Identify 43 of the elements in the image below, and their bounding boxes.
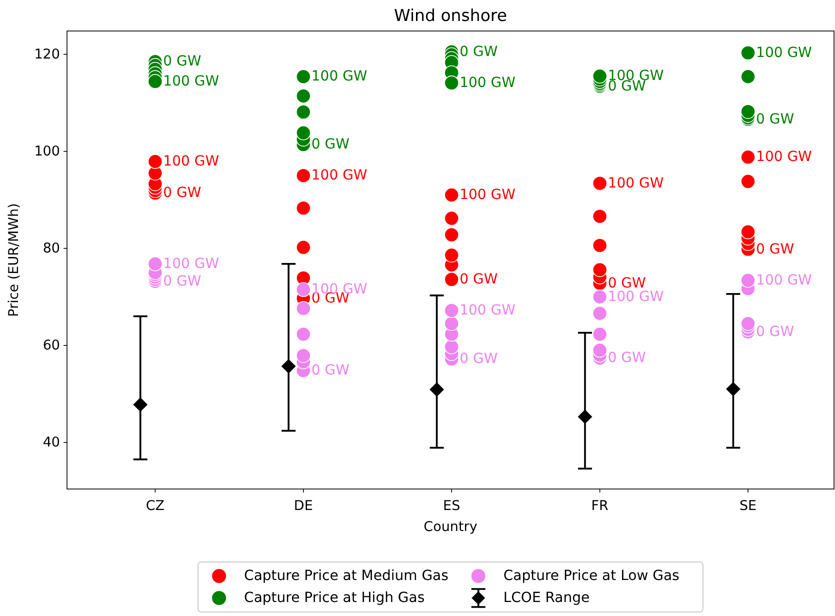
annotation: 0 GW [460,44,498,60]
annotation: 100 GW [163,256,220,272]
y-tick-label: 60 [42,337,60,354]
annotation: 100 GW [460,186,516,203]
y-tick-label: 100 [34,143,60,160]
y-axis-title: Price (EUR/MWh) [6,203,22,317]
annotation: 100 GW [756,149,812,166]
annotation: 100 GW [608,288,664,305]
y-tick-label: 40 [42,434,60,450]
annotation: 0 GW [163,273,202,290]
y-tick-label: 120 [34,46,60,62]
x-tick-label: SE [739,498,757,514]
annotation: 0 GW [311,362,350,379]
annotation: 100 GW [756,272,812,288]
x-tick-label: CZ [146,498,165,514]
annotation: 100 GW [608,175,664,192]
y-tick-label: 80 [42,240,60,256]
x-tick-label: ES [443,498,460,514]
annotation: 100 GW [311,68,368,85]
chart-title: Wind onshore [394,6,507,25]
legend-label: Capture Price at High Gas [244,590,425,606]
annotation: 0 GW [756,324,794,340]
annotation: 100 GW [460,302,516,318]
x-tick-label: FR [591,498,608,514]
annotation: 0 GW [311,136,350,153]
annotation: 0 GW [756,111,794,128]
x-tick-label: DE [294,498,313,514]
annotation: 0 GW [460,271,498,288]
annotation: 0 GW [163,54,202,70]
annotation: 100 GW [460,74,516,91]
annotation: 0 GW [163,185,202,202]
annotation: 0 GW [756,241,794,258]
annotation: 100 GW [163,154,220,170]
x-axis-title: Country [424,519,478,535]
annotation: 100 GW [756,44,812,61]
legend-label: Capture Price at Low Gas [503,568,680,584]
legend-label: LCOE Range [503,590,590,606]
annotation: 100 GW [311,168,368,184]
annotation: 0 GW [608,350,646,366]
annotation: 0 GW [460,350,498,367]
legend-label: Capture Price at Medium Gas [244,568,448,584]
annotation: 0 GW [608,275,646,292]
annotation: 100 GW [163,73,220,90]
